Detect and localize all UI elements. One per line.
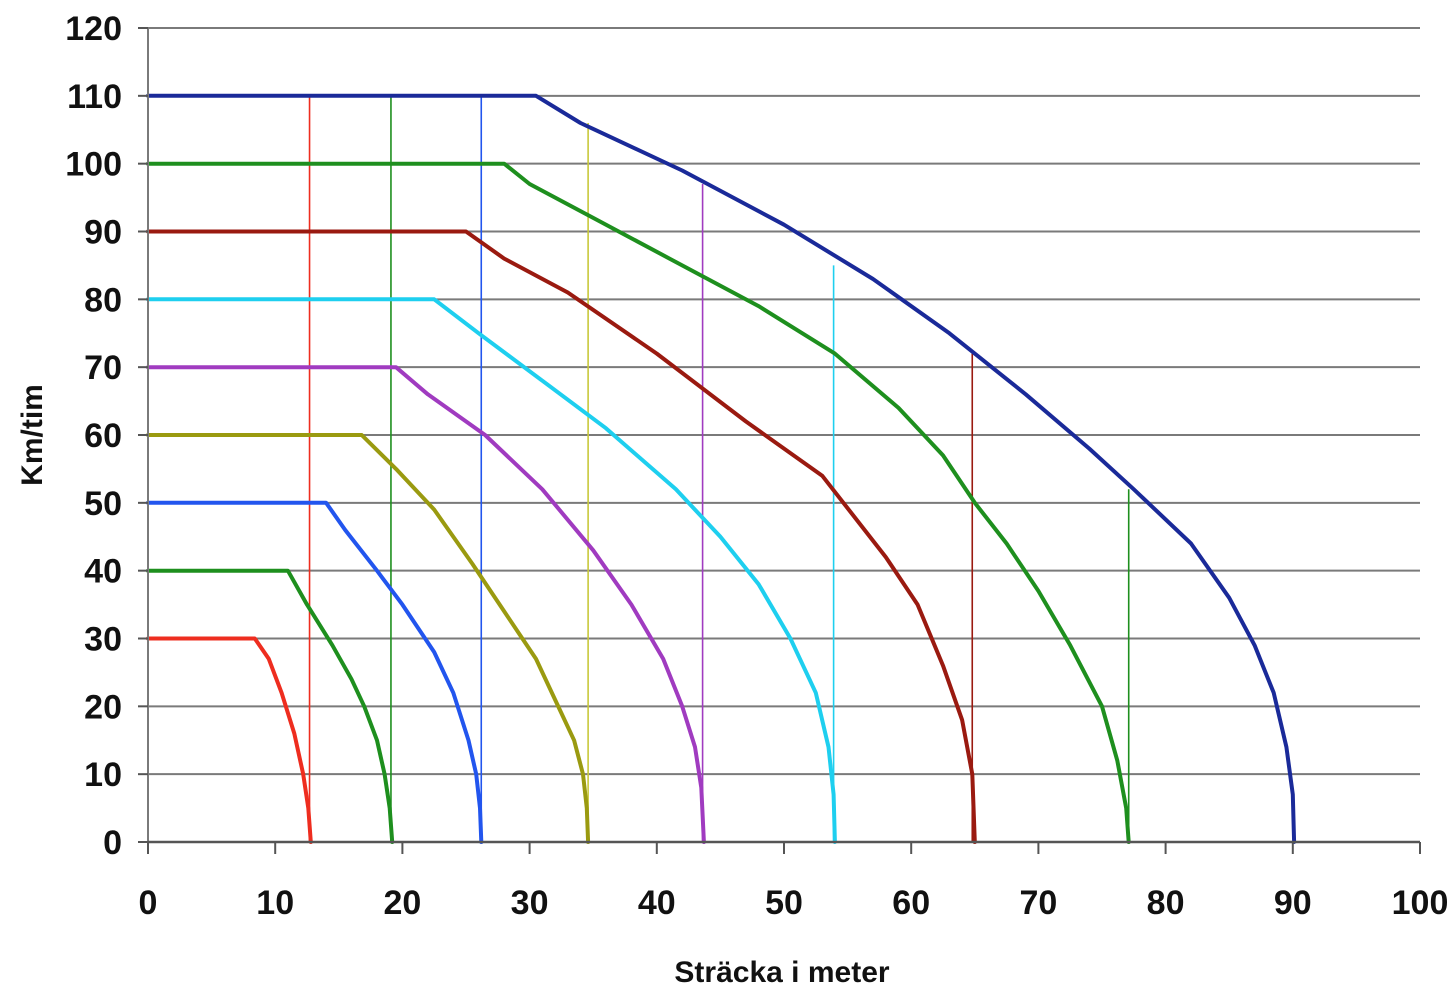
speed-curves: [146, 93, 1297, 844]
x-tick-label: 30: [511, 884, 549, 922]
x-tick-labels: 0 10 20 30 40 50 60 70 80 90 100: [139, 884, 1449, 922]
speed-curve: [146, 229, 977, 844]
x-tick-label: 60: [892, 884, 930, 922]
x-tick-label: 40: [638, 884, 676, 922]
x-tick-label: 100: [1392, 884, 1449, 922]
axes: [138, 27, 1421, 854]
y-tick-labels: 0 10 20 30 40 50 60 70 80 90 100 110 120: [65, 10, 122, 862]
gridlines: [148, 27, 1420, 776]
speed-curve: [146, 568, 395, 844]
y-tick-label: 80: [84, 281, 122, 319]
x-tick-label: 10: [256, 884, 294, 922]
y-tick-label: 60: [84, 417, 122, 455]
stopping-distance-markers: [308, 95, 1130, 842]
speed-curve: [146, 161, 1131, 844]
y-tick-label: 50: [84, 485, 122, 523]
y-tick-label: 20: [84, 688, 122, 726]
y-tick-label: 0: [103, 824, 122, 862]
y-tick-label: 70: [84, 349, 122, 387]
y-axis-title: Km/tim: [16, 384, 49, 486]
x-tick-label: 50: [765, 884, 803, 922]
x-axis-title: Sträcka i meter: [674, 956, 889, 989]
x-tick-label: 90: [1274, 884, 1312, 922]
speed-curve: [146, 297, 837, 844]
y-tick-label: 30: [84, 621, 122, 659]
y-tick-label: 120: [65, 10, 122, 48]
speed-curve: [146, 365, 706, 844]
x-tick-label: 20: [383, 884, 421, 922]
speed-curve: [146, 93, 1297, 844]
speed-curve: [146, 500, 484, 844]
y-tick-label: 40: [84, 553, 122, 591]
x-tick-label: 70: [1019, 884, 1057, 922]
x-tick-label: 80: [1147, 884, 1185, 922]
y-tick-label: 100: [65, 146, 122, 184]
y-tick-label: 110: [67, 78, 122, 116]
speed-curve: [146, 636, 313, 844]
y-tick-label: 90: [84, 214, 122, 252]
x-tick-label: 0: [139, 884, 158, 922]
y-tick-label: 10: [84, 756, 122, 794]
speed-curve: [146, 433, 591, 844]
